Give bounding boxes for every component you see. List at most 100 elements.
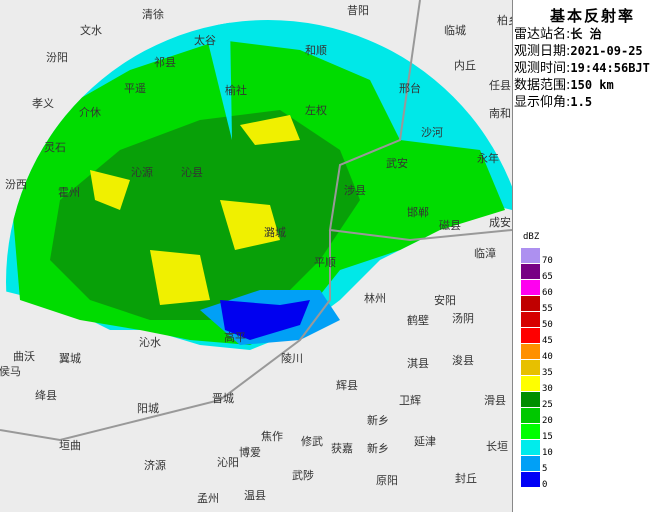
city-label: 南和 bbox=[489, 107, 511, 120]
legend-item: 35 bbox=[517, 360, 553, 378]
city-label: 曲沃 bbox=[13, 350, 35, 363]
city-label: 永年 bbox=[477, 152, 499, 165]
legend-swatch bbox=[521, 280, 540, 295]
echo-yellow-1 bbox=[90, 170, 130, 210]
echo-notch bbox=[205, 20, 232, 140]
info-label: 数据范围: bbox=[514, 78, 571, 93]
legend-value: 65 bbox=[542, 272, 553, 282]
city-label: 沁源 bbox=[131, 166, 153, 179]
city-label: 左权 bbox=[305, 104, 327, 117]
legend-item: 5 bbox=[517, 456, 547, 474]
city-label: 霍州 bbox=[58, 186, 80, 199]
info-value: 150 km bbox=[570, 78, 614, 92]
city-label: 榆社 bbox=[225, 84, 247, 97]
echo-darkgreen bbox=[50, 110, 360, 320]
city-label: 博爱 bbox=[239, 446, 261, 459]
city-label: 长垣 bbox=[486, 440, 508, 453]
info-label: 显示仰角: bbox=[514, 95, 571, 110]
echo-deepblue bbox=[220, 300, 310, 340]
city-label: 阳城 bbox=[137, 402, 159, 415]
legend-item: 45 bbox=[517, 328, 553, 346]
legend-item: 0 bbox=[517, 472, 547, 490]
city-label: 沙河 bbox=[421, 126, 443, 139]
legend-value: 25 bbox=[542, 400, 553, 410]
city-label: 济源 bbox=[144, 459, 166, 472]
legend-item: 20 bbox=[517, 408, 553, 426]
city-label: 沁阳 bbox=[217, 456, 239, 469]
legend-swatch bbox=[521, 424, 540, 439]
info-value: 19:44:56BJT bbox=[570, 61, 650, 75]
city-label: 祁县 bbox=[154, 56, 176, 69]
info-row: 观测日期:2021-09-25 bbox=[514, 43, 672, 60]
legend-unit: dBZ bbox=[523, 232, 540, 242]
city-label: 武陟 bbox=[292, 469, 314, 482]
city-label: 邢台 bbox=[399, 82, 421, 95]
city-label: 内丘 bbox=[454, 59, 476, 72]
city-label: 侯马 bbox=[0, 365, 21, 378]
city-label: 邯郸 bbox=[407, 206, 429, 219]
city-label: 临城 bbox=[444, 24, 466, 37]
info-label: 雷达站名: bbox=[514, 27, 571, 42]
info-row: 雷达站名:长 治 bbox=[514, 26, 672, 43]
city-label: 浚县 bbox=[452, 354, 474, 367]
city-label: 修武 bbox=[301, 435, 323, 448]
legend-value: 70 bbox=[542, 256, 553, 266]
city-label: 武安 bbox=[386, 157, 408, 170]
city-label: 新乡 bbox=[367, 414, 389, 427]
legend-swatch bbox=[521, 312, 540, 327]
city-label: 孟州 bbox=[197, 492, 219, 505]
legend-item: 15 bbox=[517, 424, 553, 442]
city-label: 汾阳 bbox=[46, 51, 68, 64]
city-label: 封丘 bbox=[455, 472, 477, 485]
city-label: 林州 bbox=[364, 292, 386, 305]
city-label: 磁县 bbox=[439, 219, 461, 232]
legend-item: 10 bbox=[517, 440, 553, 458]
legend-swatch bbox=[521, 456, 540, 471]
info-label: 观测时间: bbox=[514, 61, 571, 76]
city-label: 辉县 bbox=[336, 379, 358, 392]
info-value: 长 治 bbox=[570, 27, 602, 41]
legend-swatch bbox=[521, 408, 540, 423]
city-label: 汾西 bbox=[5, 178, 27, 191]
city-label: 介休 bbox=[79, 106, 101, 119]
legend-item: 60 bbox=[517, 280, 553, 298]
city-label: 沁水 bbox=[139, 336, 161, 349]
city-label: 延津 bbox=[414, 435, 436, 448]
city-label: 原阳 bbox=[376, 474, 398, 487]
city-label: 沁县 bbox=[181, 166, 203, 179]
city-label: 柏乡 bbox=[497, 14, 512, 27]
legend-item: 70 bbox=[517, 248, 553, 266]
city-label: 卫辉 bbox=[399, 394, 421, 407]
city-label: 垣曲 bbox=[59, 439, 81, 452]
province-borders bbox=[0, 0, 512, 442]
legend-swatch bbox=[521, 440, 540, 455]
legend-item: 65 bbox=[517, 264, 553, 282]
city-label: 温县 bbox=[244, 489, 266, 502]
legend-swatch bbox=[521, 360, 540, 375]
legend-item: 25 bbox=[517, 392, 553, 410]
city-label: 安阳 bbox=[434, 294, 456, 307]
city-label: 平遥 bbox=[124, 82, 146, 95]
legend-value: 15 bbox=[542, 432, 553, 442]
legend-swatch bbox=[521, 344, 540, 359]
city-label: 清徐 bbox=[142, 8, 164, 21]
legend-value: 45 bbox=[542, 336, 553, 346]
info-panel: 基本反射率 雷达站名:长 治观测日期:2021-09-25 观测时间:19:44:… bbox=[513, 0, 672, 512]
city-label: 临漳 bbox=[474, 247, 496, 260]
city-label: 陵川 bbox=[281, 352, 303, 365]
legend-value: 0 bbox=[542, 480, 548, 490]
echo-yellow-4 bbox=[240, 115, 300, 145]
city-label: 潞城 bbox=[264, 226, 286, 239]
legend-swatch bbox=[521, 376, 540, 391]
info-row: 数据范围:150 km bbox=[514, 77, 672, 94]
radar-echo-layer bbox=[0, 0, 512, 442]
legend-swatch bbox=[521, 264, 540, 279]
legend-swatch bbox=[521, 472, 540, 487]
city-label: 高平 bbox=[224, 331, 246, 344]
legend-item: 40 bbox=[517, 344, 553, 362]
legend-value: 35 bbox=[542, 368, 553, 378]
city-label: 灵石 bbox=[44, 141, 66, 154]
city-label: 和顺 bbox=[305, 44, 327, 57]
legend-value: 40 bbox=[542, 352, 553, 362]
